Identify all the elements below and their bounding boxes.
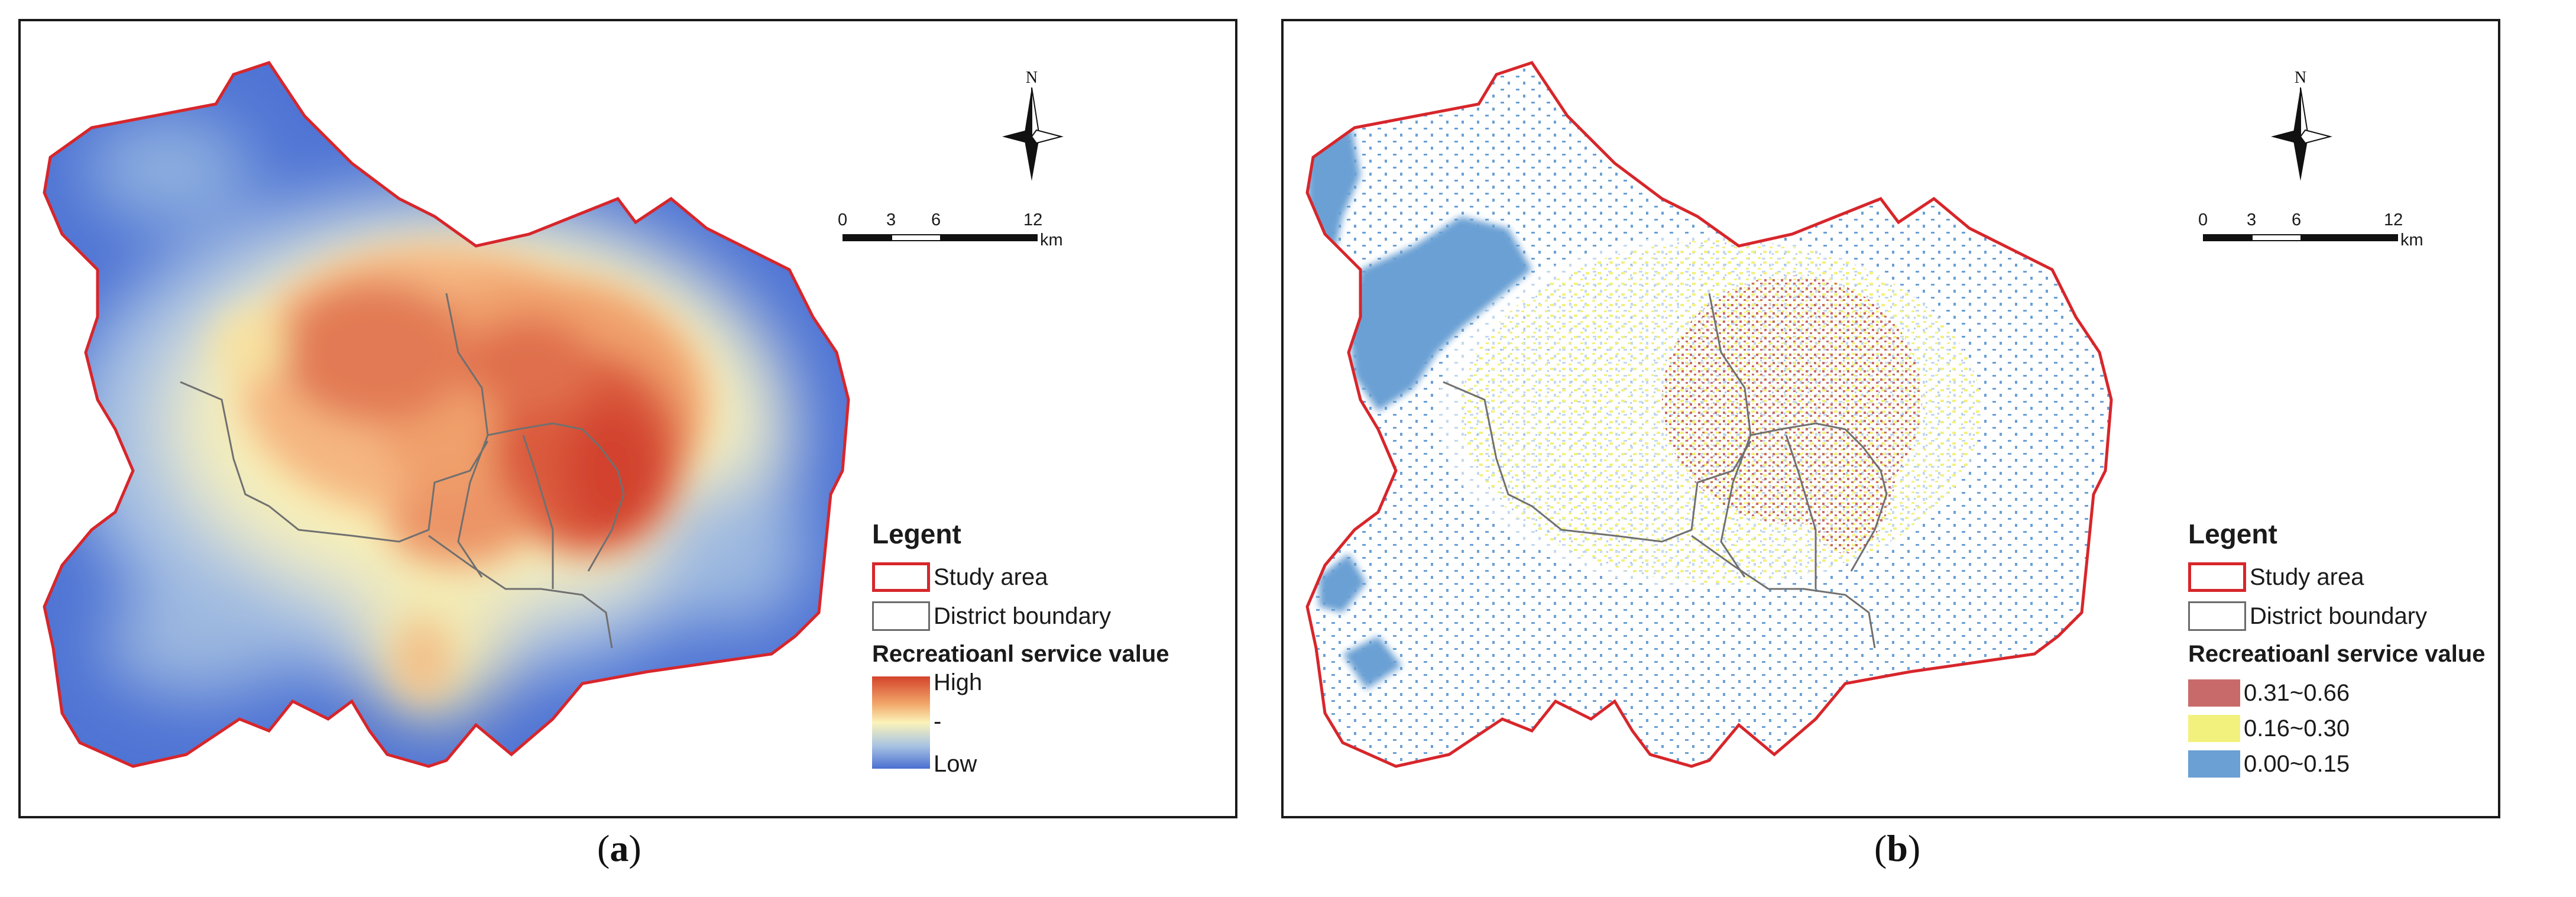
study-area-swatch <box>872 562 930 592</box>
gradient-low-label: Low <box>934 751 977 777</box>
legend-item-district-boundary: District boundary <box>2188 600 2427 633</box>
gradient-ramp <box>872 676 930 769</box>
caption-a: (a) <box>597 827 641 869</box>
scale-tick-3: 3 <box>2247 211 2257 229</box>
legend-item-label: District boundary <box>934 603 1112 629</box>
legend-item-label: Study area <box>934 564 1048 590</box>
scale-unit: km <box>1040 231 1063 250</box>
caption-b: (b) <box>1874 827 1921 869</box>
legend-item-label: District boundary <box>2250 603 2428 629</box>
caption-letter: a <box>610 827 629 869</box>
north-arrow-b: N <box>2253 63 2348 181</box>
class-label: 0.16~0.30 <box>2244 715 2350 741</box>
scale-tick-12: 12 <box>2384 211 2403 229</box>
legend-title: Legent <box>2188 519 2277 549</box>
legend-class-high: 0.31~0.66 <box>2188 676 2350 710</box>
gradient-mid-label: - <box>934 708 942 734</box>
north-label: N <box>1026 69 1038 87</box>
recreational-heatmap <box>21 21 1237 818</box>
scale-bar-b: 0 3 6 12 km <box>2197 211 2469 264</box>
study-area-swatch <box>2188 562 2246 592</box>
gradient-high-label: High <box>934 669 983 695</box>
scale-unit: km <box>2400 231 2423 250</box>
legend-class-low: 0.00~0.15 <box>2188 747 2350 781</box>
scale-bar-a: 0 3 6 12 km <box>837 211 1109 264</box>
legend-item-study-area: Study area <box>872 561 1048 594</box>
north-arrow-a: N <box>984 63 1079 181</box>
class-swatch <box>2188 679 2240 707</box>
legend-value-title: Recreatioanl service value <box>2188 641 2486 667</box>
map-panel-b: N 0 3 6 12 km Legent Study area District… <box>1281 19 2500 818</box>
north-arrow-icon: N <box>2271 69 2332 181</box>
scale-tick-6: 6 <box>2292 211 2302 229</box>
scale-tick-0: 0 <box>838 211 848 229</box>
north-arrow-icon: N <box>1002 69 1064 181</box>
district-boundaries <box>1443 293 1888 649</box>
class-swatch <box>2188 715 2240 742</box>
legend-item-study-area: Study area <box>2188 561 2364 594</box>
district-boundary-swatch <box>2188 601 2246 631</box>
scale-tick-3: 3 <box>886 211 896 229</box>
legend-item-district-boundary: District boundary <box>872 600 1111 633</box>
scale-bar-segments <box>2203 234 2398 241</box>
legend-item-label: Study area <box>2250 564 2364 590</box>
scale-tick-12: 12 <box>1023 211 1043 229</box>
legend-b: Legent Study area District boundary Recr… <box>2188 518 2498 814</box>
legend-a: Legent Study area District boundary Recr… <box>872 518 1235 814</box>
class-label: 0.31~0.66 <box>2244 679 2350 706</box>
district-boundary-swatch <box>872 601 930 631</box>
scale-bar-segments <box>843 234 1038 241</box>
scale-tick-0: 0 <box>2198 211 2208 229</box>
map-panel-a: N 0 3 6 12 km Legent Study area District… <box>18 19 1237 818</box>
legend-class-mid: 0.16~0.30 <box>2188 712 2350 745</box>
legend-title: Legent <box>872 519 961 549</box>
class-label: 0.00~0.15 <box>2244 750 2350 777</box>
caption-letter: b <box>1887 827 1908 869</box>
legend-value-title: Recreatioanl service value <box>872 641 1169 667</box>
recreational-class-map <box>1284 21 2500 818</box>
north-label: N <box>2295 69 2306 87</box>
class-swatch <box>2188 750 2240 778</box>
district-boundaries <box>180 293 625 649</box>
scale-tick-6: 6 <box>931 211 941 229</box>
